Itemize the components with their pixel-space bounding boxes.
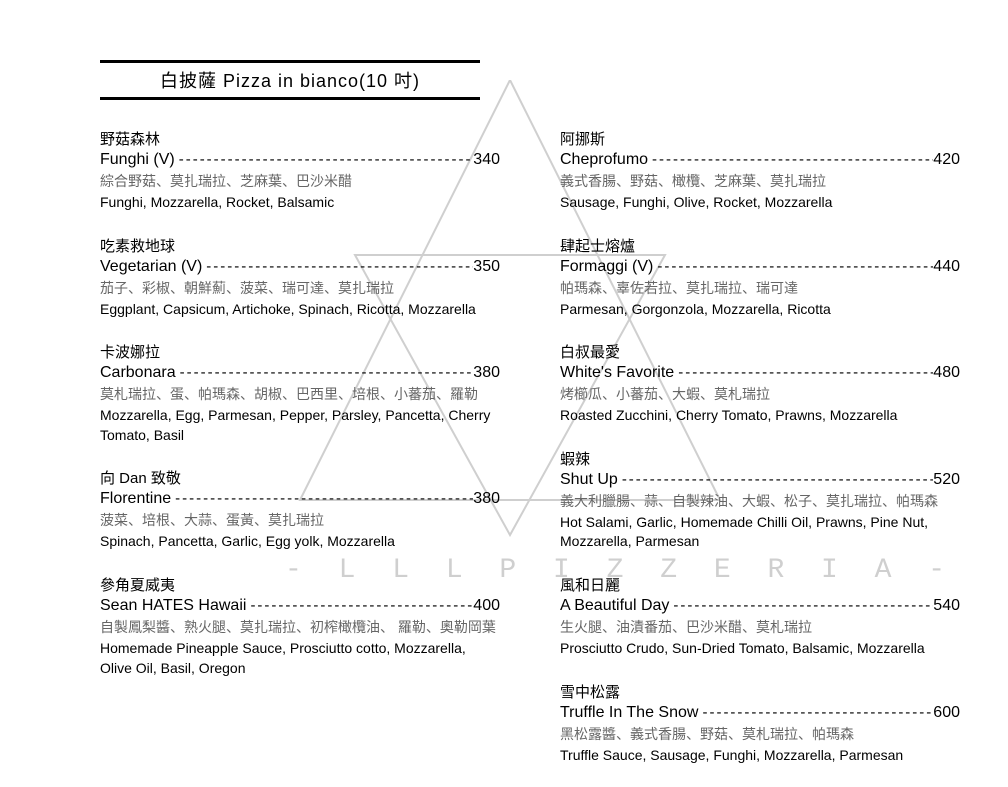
- item-name-zh: 吃素救地球: [100, 235, 500, 256]
- item-name-zh: 向 Dan 致敬: [100, 467, 500, 488]
- item-name-en: A Beautiful Day: [560, 597, 669, 615]
- item-leader-dots: [171, 490, 473, 507]
- item-row: Carbonara 380: [100, 364, 500, 382]
- menu-item: 卡波娜拉 Carbonara 380 莫札瑞拉、蛋、帕瑪森、胡椒、巴西里、培根、…: [100, 341, 500, 445]
- item-name-en: Vegetarian (V): [100, 258, 202, 276]
- item-price: 440: [933, 258, 960, 276]
- item-name-en: Sean HATES Hawaii: [100, 597, 246, 615]
- item-ingredients-zh: 自製鳳梨醬、熟火腿、莫扎瑞拉、初榨橄欖油、 羅勒、奧勒岡葉: [100, 617, 500, 637]
- item-ingredients-zh: 帕瑪森、辜佐若拉、莫扎瑞拉、瑞可達: [560, 278, 960, 298]
- item-ingredients-en: Hot Salami, Garlic, Homemade Chilli Oil,…: [560, 513, 960, 552]
- item-ingredients-zh: 黑松露醬、義式香腸、野菇、莫札瑞拉、帕瑪森: [560, 724, 960, 744]
- item-leader-dots: [618, 471, 933, 488]
- item-ingredients-zh: 茄子、彩椒、朝鮮薊、菠菜、瑞可達、莫扎瑞拉: [100, 278, 500, 298]
- item-ingredients-en: Parmesan, Gorgonzola, Mozzarella, Ricott…: [560, 300, 960, 320]
- item-ingredients-zh: 烤櫛瓜、小蕃茄、大蝦、莫札瑞拉: [560, 384, 960, 404]
- item-row: Truffle In The Snow 600: [560, 704, 960, 722]
- menu-column-left: 野菇森林 Funghi (V) 340 綜合野菇、莫扎瑞拉、芝麻葉、巴沙米醋 F…: [100, 128, 500, 787]
- item-name-zh: 阿挪斯: [560, 128, 960, 149]
- item-ingredients-zh: 菠菜、培根、大蒜、蛋黃、莫扎瑞拉: [100, 510, 500, 530]
- item-leader-dots: [175, 151, 474, 168]
- item-row: A Beautiful Day 540: [560, 597, 960, 615]
- item-ingredients-en: Funghi, Mozzarella, Rocket, Balsamic: [100, 193, 500, 213]
- item-leader-dots: [246, 597, 473, 614]
- item-ingredients-zh: 義大利臘腸、蒜、自製辣油、大蝦、松子、莫扎瑞拉、帕瑪森: [560, 491, 960, 511]
- item-name-zh: 肆起士熔爐: [560, 235, 960, 256]
- item-ingredients-zh: 義式香腸、野菇、橄欖、芝麻葉、莫扎瑞拉: [560, 171, 960, 191]
- item-price: 340: [473, 151, 500, 169]
- item-ingredients-zh: 生火腿、油漬番茄、巴沙米醋、莫札瑞拉: [560, 617, 960, 637]
- menu-item: 野菇森林 Funghi (V) 340 綜合野菇、莫扎瑞拉、芝麻葉、巴沙米醋 F…: [100, 128, 500, 213]
- item-name-zh: 野菇森林: [100, 128, 500, 149]
- menu-item: 參角夏威夷 Sean HATES Hawaii 400 自製鳳梨醬、熟火腿、莫扎…: [100, 574, 500, 678]
- menu-item: 雪中松露 Truffle In The Snow 600 黑松露醬、義式香腸、野…: [560, 681, 960, 766]
- item-ingredients-zh: 莫札瑞拉、蛋、帕瑪森、胡椒、巴西里、培根、小蕃茄、羅勒: [100, 384, 500, 404]
- item-price: 600: [933, 704, 960, 722]
- section-title-wrap: 白披薩 Pizza in bianco(10 吋): [100, 60, 480, 100]
- item-name-zh: 雪中松露: [560, 681, 960, 702]
- menu-item: 肆起士熔爐 Formaggi (V) 440 帕瑪森、辜佐若拉、莫扎瑞拉、瑞可達…: [560, 235, 960, 320]
- item-name-en: Funghi (V): [100, 151, 175, 169]
- item-name-zh: 風和日麗: [560, 574, 960, 595]
- menu-columns: 野菇森林 Funghi (V) 340 綜合野菇、莫扎瑞拉、芝麻葉、巴沙米醋 F…: [100, 128, 970, 787]
- item-leader-dots: [176, 364, 474, 381]
- menu-page: 白披薩 Pizza in bianco(10 吋) 野菇森林 Funghi (V…: [100, 60, 970, 787]
- item-row: Sean HATES Hawaii 400: [100, 597, 500, 615]
- item-ingredients-en: Homemade Pineapple Sauce, Prosciutto cot…: [100, 639, 500, 678]
- item-price: 480: [933, 364, 960, 382]
- item-name-en: Shut Up: [560, 471, 618, 489]
- item-name-en: Formaggi (V): [560, 258, 653, 276]
- item-name-en: Truffle In The Snow: [560, 704, 698, 722]
- item-price: 520: [933, 471, 960, 489]
- item-ingredients-en: Prosciutto Crudo, Sun-Dried Tomato, Bals…: [560, 639, 960, 659]
- item-price: 350: [473, 258, 500, 276]
- item-name-zh: 白叔最愛: [560, 341, 960, 362]
- item-row: Shut Up 520: [560, 471, 960, 489]
- menu-item: 蝦辣 Shut Up 520 義大利臘腸、蒜、自製辣油、大蝦、松子、莫扎瑞拉、帕…: [560, 448, 960, 552]
- menu-item: 吃素救地球 Vegetarian (V) 350 茄子、彩椒、朝鮮薊、菠菜、瑞可…: [100, 235, 500, 320]
- item-row: White's Favorite 480: [560, 364, 960, 382]
- item-row: Formaggi (V) 440: [560, 258, 960, 276]
- item-leader-dots: [202, 258, 473, 275]
- menu-column-right: 阿挪斯 Cheprofumo 420 義式香腸、野菇、橄欖、芝麻葉、莫扎瑞拉 S…: [560, 128, 960, 787]
- item-ingredients-en: Roasted Zucchini, Cherry Tomato, Prawns,…: [560, 406, 960, 426]
- item-name-zh: 參角夏威夷: [100, 574, 500, 595]
- item-row: Cheprofumo 420: [560, 151, 960, 169]
- item-row: Vegetarian (V) 350: [100, 258, 500, 276]
- item-price: 420: [933, 151, 960, 169]
- item-ingredients-en: Truffle Sauce, Sausage, Funghi, Mozzarel…: [560, 746, 960, 766]
- item-leader-dots: [653, 258, 933, 275]
- item-row: Funghi (V) 340: [100, 151, 500, 169]
- menu-item: 風和日麗 A Beautiful Day 540 生火腿、油漬番茄、巴沙米醋、莫…: [560, 574, 960, 659]
- item-leader-dots: [669, 597, 933, 614]
- item-name-en: White's Favorite: [560, 364, 674, 382]
- item-price: 400: [473, 597, 500, 615]
- item-price: 380: [473, 364, 500, 382]
- item-price: 540: [933, 597, 960, 615]
- item-leader-dots: [674, 364, 933, 381]
- item-name-zh: 卡波娜拉: [100, 341, 500, 362]
- section-title: 白披薩 Pizza in bianco(10 吋): [100, 67, 480, 93]
- item-name-en: Cheprofumo: [560, 151, 648, 169]
- item-leader-dots: [648, 151, 933, 168]
- menu-item: 阿挪斯 Cheprofumo 420 義式香腸、野菇、橄欖、芝麻葉、莫扎瑞拉 S…: [560, 128, 960, 213]
- item-row: Florentine 380: [100, 490, 500, 508]
- item-name-en: Carbonara: [100, 364, 176, 382]
- item-ingredients-en: Spinach, Pancetta, Garlic, Egg yolk, Moz…: [100, 532, 500, 552]
- item-ingredients-en: Sausage, Funghi, Olive, Rocket, Mozzarel…: [560, 193, 960, 213]
- item-price: 380: [473, 490, 500, 508]
- item-ingredients-en: Eggplant, Capsicum, Artichoke, Spinach, …: [100, 300, 500, 320]
- item-ingredients-zh: 綜合野菇、莫扎瑞拉、芝麻葉、巴沙米醋: [100, 171, 500, 191]
- item-leader-dots: [698, 704, 933, 721]
- menu-item: 白叔最愛 White's Favorite 480 烤櫛瓜、小蕃茄、大蝦、莫札瑞…: [560, 341, 960, 426]
- item-ingredients-en: Mozzarella, Egg, Parmesan, Pepper, Parsl…: [100, 406, 500, 445]
- item-name-zh: 蝦辣: [560, 448, 960, 469]
- item-name-en: Florentine: [100, 490, 171, 508]
- menu-item: 向 Dan 致敬 Florentine 380 菠菜、培根、大蒜、蛋黃、莫扎瑞拉…: [100, 467, 500, 552]
